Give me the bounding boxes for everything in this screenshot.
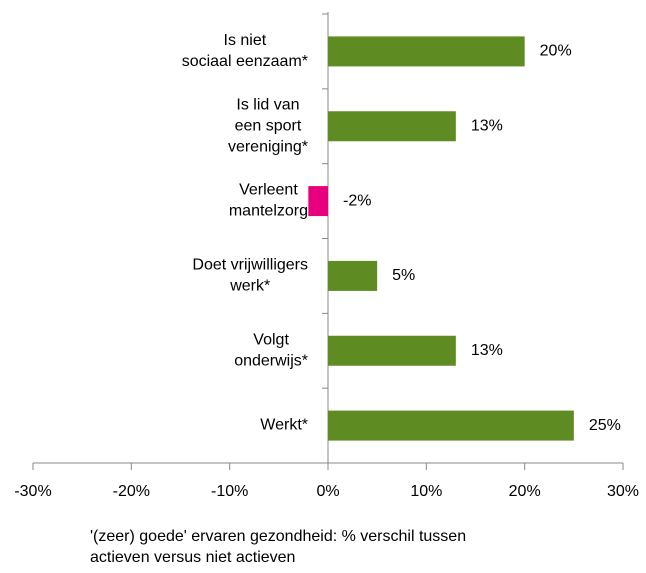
category-line: Verleent [239, 182, 298, 199]
category-label: Volgt onderwijs* [234, 331, 308, 369]
bar [308, 186, 328, 217]
category-line: Doet vrijwilligers [192, 257, 308, 274]
x-tick-label: 0% [316, 483, 339, 500]
category-line: onderwijs* [234, 352, 308, 369]
category-label: Is niet sociaal eenzaam* [182, 32, 308, 70]
category-label: Werkt* [260, 417, 308, 434]
value-label: 13% [471, 117, 503, 134]
x-tick-label: -20% [113, 483, 150, 500]
x-tick-label: -30% [14, 483, 51, 500]
bar [328, 335, 456, 366]
category-label: Verleent mantelzorg [229, 182, 308, 220]
category-line: Volgt [253, 331, 289, 348]
category-line: Is lid van [236, 96, 299, 113]
category-line: vereniging* [228, 138, 308, 155]
category-line: Werkt* [260, 417, 308, 434]
category-line: mantelzorg [229, 203, 308, 220]
x-tick-label: 10% [410, 483, 442, 500]
x-tick-label: 20% [509, 483, 541, 500]
x-tick-label: -10% [211, 483, 248, 500]
value-label: -2% [343, 192, 371, 209]
value-label: 5% [392, 267, 415, 284]
value-label: 20% [540, 43, 572, 60]
bar [328, 260, 378, 291]
category-line: werk* [229, 278, 270, 295]
category-line: Is niet [224, 32, 267, 49]
bar [328, 410, 574, 441]
x-axis-label: actieven versus niet actieven [90, 549, 295, 566]
value-label: 13% [471, 342, 503, 359]
category-line: een sport [235, 117, 302, 134]
value-label: 25% [589, 417, 621, 434]
category-label: Doet vrijwilligers werk* [192, 257, 308, 295]
bar [328, 36, 525, 67]
x-axis-label: '(zeer) goede' ervaren gezondheid: % ver… [90, 528, 466, 545]
x-tick-label: 30% [607, 483, 639, 500]
bar [328, 111, 456, 142]
category-line: sociaal eenzaam* [182, 53, 308, 70]
category-label: Is lid van een sport vereniging* [228, 96, 308, 155]
